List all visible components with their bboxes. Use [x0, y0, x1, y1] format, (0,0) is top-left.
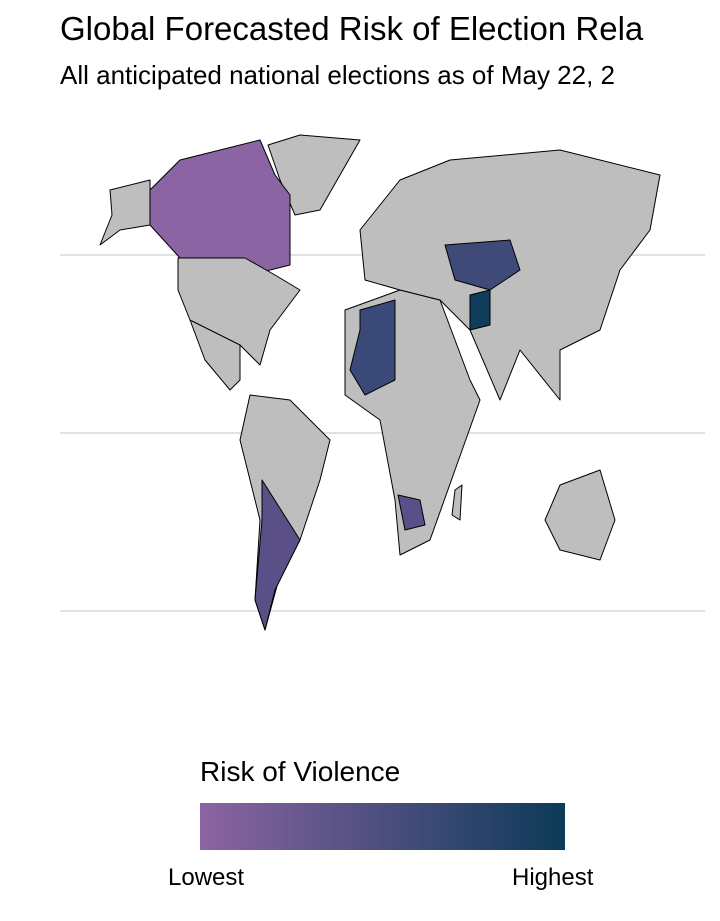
argentina [254, 479, 301, 631]
legend-title: Risk of Violence [200, 756, 401, 787]
legend-low-label: Lowest [168, 864, 245, 891]
usa [177, 257, 301, 366]
australia [544, 469, 616, 561]
canada [149, 139, 291, 276]
legend-gradient [200, 803, 565, 850]
south-america [239, 394, 331, 631]
map [60, 134, 705, 631]
southern-africa [397, 494, 426, 531]
mexico [189, 319, 241, 391]
afghanistan [469, 289, 491, 331]
title: Global Forecasted Risk of Election Rela [60, 10, 644, 47]
mali-algeria [349, 299, 396, 396]
legend-high-label: Highest [512, 864, 594, 891]
subtitle: All anticipated national elections as of… [60, 60, 616, 90]
alaska [99, 179, 151, 246]
kazakhstan [444, 239, 521, 291]
madagascar [451, 484, 463, 521]
